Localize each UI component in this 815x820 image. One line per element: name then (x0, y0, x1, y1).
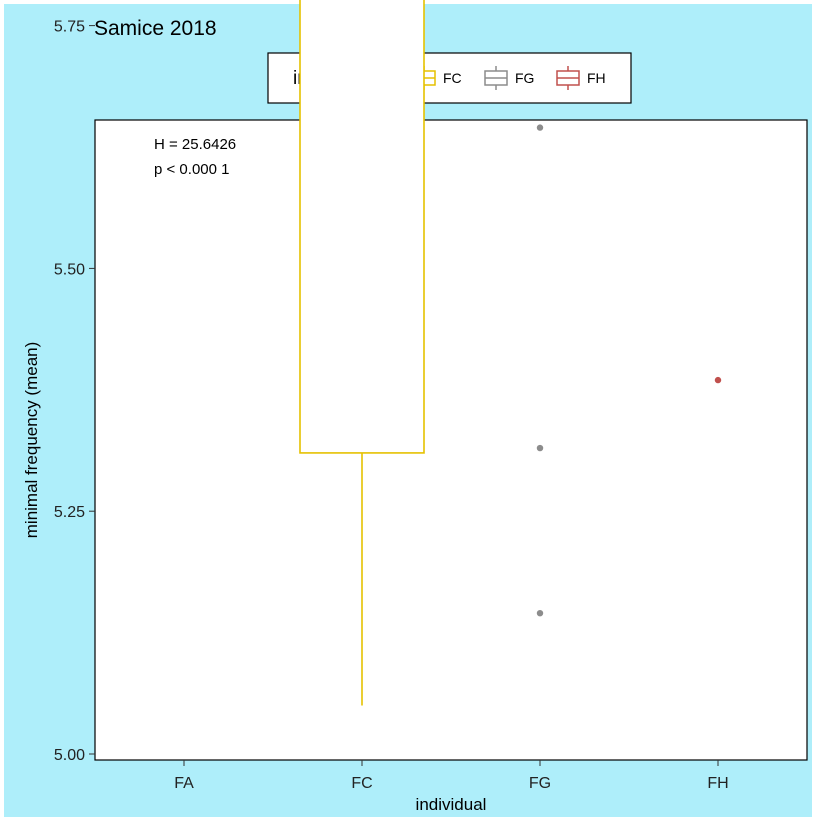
y-tick-label-5.50: 5.50 (54, 261, 85, 278)
legend-key-fh (556, 66, 580, 90)
legend-entry-fh: FH (556, 66, 606, 90)
x-tick-label-FH: FH (707, 775, 728, 792)
y-axis-label: minimal frequency (mean) (22, 342, 41, 539)
outlier-fg-3 (536, 609, 544, 617)
plot-panel (94, 119, 808, 761)
box-group-fg (536, 124, 544, 617)
outlier-fg-2 (536, 444, 544, 452)
y-tick-label-5.75: 5.75 (54, 19, 85, 36)
box-group-fh (714, 376, 722, 384)
y-axis: 5.005.255.505.756.006.25 (54, 19, 95, 764)
box-group-fc (299, 0, 425, 706)
legend-entry-fg: FG (484, 66, 534, 90)
y-tick-label-5.25: 5.25 (54, 504, 85, 521)
x-tick-label-FG: FG (529, 775, 551, 792)
legend-key-fg (484, 66, 508, 90)
legend-label-fh: FH (587, 70, 606, 86)
annotation-p-value: p < 0.000 1 (154, 161, 229, 178)
outlier-fg-1 (536, 124, 544, 131)
x-tick-label-FA: FA (174, 775, 194, 792)
box-fc (299, 0, 425, 454)
x-tick-label-FC: FC (351, 775, 372, 792)
legend-label-fg: FG (515, 70, 534, 86)
x-axis: FA FC FG FH (174, 760, 729, 792)
outlier-fh-0 (714, 376, 722, 384)
x-axis-label: individual (416, 795, 487, 814)
chart-title: Samice 2018 (94, 17, 217, 40)
boxes-layer (299, 0, 722, 706)
legend-label-fc: FC (443, 70, 462, 86)
y-tick-label-5.00: 5.00 (54, 747, 85, 764)
annotation-h-statistic: H = 25.6426 (154, 136, 236, 153)
